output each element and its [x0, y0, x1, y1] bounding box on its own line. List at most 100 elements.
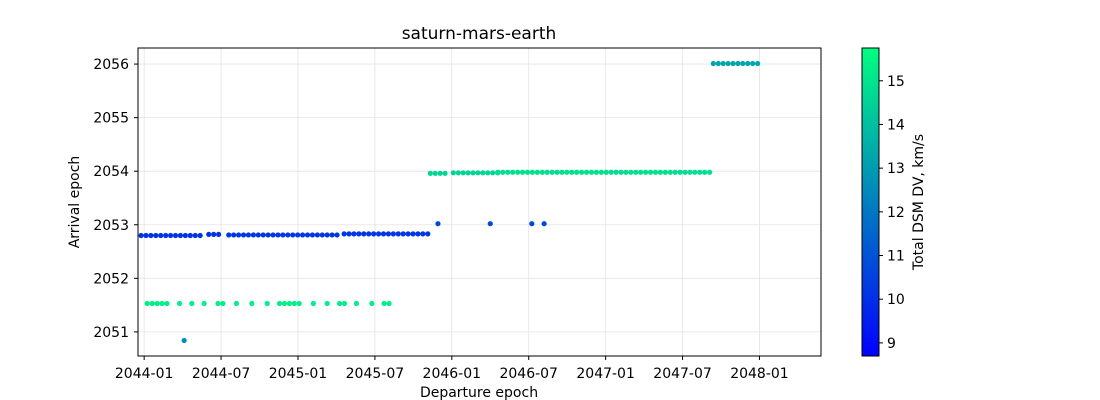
data-point [432, 170, 438, 176]
data-point [309, 232, 316, 238]
data-point [529, 169, 536, 175]
data-point [375, 231, 382, 237]
x-tick-label: 2048-01 [730, 366, 789, 382]
data-point [618, 169, 624, 175]
data-point [603, 169, 609, 175]
x-tick-label: 2045-01 [269, 366, 328, 382]
data-point [314, 232, 320, 238]
data-point [341, 300, 348, 307]
data-point [324, 300, 330, 307]
data-point [687, 169, 693, 175]
data-point [633, 169, 639, 175]
data-point [233, 300, 240, 307]
data-point [206, 231, 212, 238]
data-point [715, 60, 721, 67]
data-point [657, 169, 664, 175]
data-point [460, 170, 466, 176]
data-point [245, 232, 252, 238]
data-point [144, 300, 150, 307]
data-point [623, 169, 629, 175]
y-tick-label: 2055 [93, 111, 129, 127]
data-point [400, 231, 406, 237]
data-point [564, 169, 570, 175]
data-point [697, 169, 703, 175]
data-point [583, 169, 590, 175]
data-point [638, 169, 644, 175]
data-point [319, 232, 325, 238]
data-point [149, 300, 155, 307]
data-point [740, 60, 746, 67]
data-point [647, 169, 654, 175]
data-point [281, 300, 288, 307]
data-point [442, 170, 448, 176]
data-point [280, 232, 286, 238]
data-point [465, 170, 471, 176]
data-point [250, 232, 256, 238]
data-point [510, 169, 516, 175]
grid [138, 48, 821, 356]
x-axis: 2044-01 2044-07 2045-01 2045-07 2046-01 2046-… [115, 356, 789, 382]
data-point [197, 232, 203, 239]
x-tick-label: 2047-07 [653, 366, 712, 382]
data-point [554, 169, 560, 175]
data-point [667, 169, 673, 175]
data-point [410, 231, 416, 237]
data-point [455, 170, 461, 176]
data-point [390, 231, 396, 237]
data-point [270, 232, 276, 238]
data-point [255, 232, 261, 238]
data-point [211, 231, 217, 238]
data-point [181, 337, 187, 344]
data-point [226, 232, 232, 238]
data-point [386, 300, 392, 307]
data-point [395, 231, 401, 237]
data-point [168, 232, 174, 239]
data-point [329, 232, 335, 238]
data-point [361, 231, 367, 237]
data-point [334, 232, 340, 238]
colorbar-tick-label: 13 [887, 161, 905, 177]
data-point [299, 232, 306, 238]
data-point [310, 300, 316, 307]
data-point [336, 300, 343, 307]
data-point [559, 169, 565, 175]
data-point [286, 300, 292, 307]
data-point [148, 232, 154, 239]
data-point [730, 60, 736, 67]
data-point [265, 232, 271, 238]
data-point [534, 169, 540, 175]
data-point [366, 231, 372, 237]
data-point [351, 231, 357, 237]
chart-title: saturn-mars-earth [402, 24, 557, 44]
data-point [260, 232, 266, 238]
data-point [182, 232, 188, 239]
data-point [346, 231, 352, 237]
data-point [276, 300, 283, 307]
data-point [427, 170, 433, 176]
data-point [672, 169, 678, 175]
data-point [158, 232, 164, 239]
data-point [662, 169, 668, 175]
data-point [574, 169, 580, 175]
data-point [485, 170, 491, 176]
colorbar-tick-label: 14 [887, 117, 905, 133]
y-axis: 2051 2052 2053 2054 2055 2056 [93, 57, 138, 341]
data-point [187, 232, 193, 239]
colorbar-ticks: 9 10 11 12 13 14 15 [879, 74, 905, 352]
data-point [628, 169, 634, 175]
data-point [544, 169, 550, 175]
data-point [249, 300, 255, 307]
data-point [159, 300, 165, 307]
data-point [425, 231, 431, 237]
data-point [143, 232, 149, 239]
data-point [290, 232, 296, 238]
data-point [415, 231, 421, 237]
data-point [450, 170, 456, 176]
data-point [579, 169, 585, 175]
data-point [710, 60, 716, 67]
y-tick-label: 2056 [93, 57, 129, 73]
data-point [652, 169, 659, 175]
data-point [192, 232, 198, 239]
data-point [588, 169, 595, 175]
